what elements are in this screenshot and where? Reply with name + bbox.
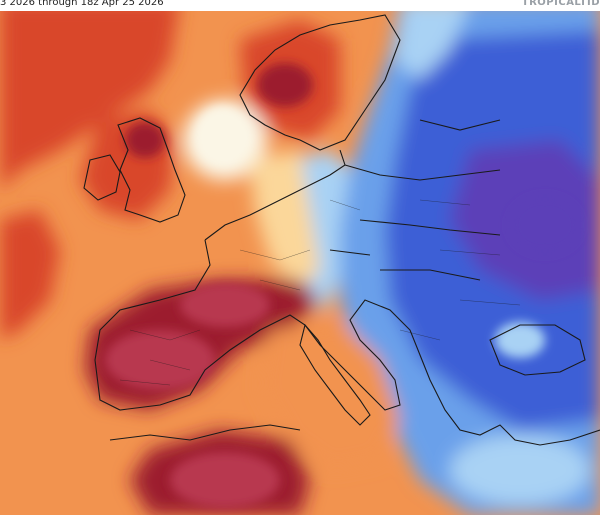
eastern-borders	[329, 119, 501, 281]
south-east-pale-area	[450, 435, 590, 505]
subregion-borders	[119, 199, 521, 386]
continental-coast-outline	[94, 149, 600, 446]
transition-neutral-band	[250, 150, 320, 290]
brand-watermark: TROPICALTID	[521, 0, 600, 8]
ireland-outline	[83, 154, 121, 201]
anomaly-map	[0, 11, 600, 515]
black-sea-outline	[489, 324, 586, 376]
valid-period-title: 3 2026 through 18z Apr 25 2026	[0, 0, 164, 8]
subregion-lines-central	[239, 199, 361, 291]
arctic-cool-ribbon	[395, 11, 466, 80]
subregion-lines-east	[399, 199, 521, 341]
italy-outline	[299, 323, 371, 426]
atlantic-warm-area-south	[0, 210, 60, 340]
north-africa-coast-outline	[109, 424, 301, 441]
subregion-lines-west	[119, 329, 201, 386]
mediterranean-warm-area	[260, 320, 400, 470]
ukraine-cool-spot	[495, 322, 545, 358]
coastlines-and-borders	[83, 14, 600, 446]
algeria-hot-core	[170, 452, 280, 508]
uk-neutral-spot	[197, 107, 247, 163]
france-hot-core	[180, 283, 270, 327]
atlantic-warm-area	[0, 11, 179, 190]
scandinavia-outline	[239, 14, 401, 151]
poland-coldest-spot	[510, 197, 580, 253]
british-isles-outline	[117, 117, 186, 223]
norway-hot-core	[257, 63, 313, 107]
iberia-hot-core	[105, 330, 215, 390]
header-bar: 3 2026 through 18z Apr 25 2026 TROPICALT…	[0, 0, 600, 11]
scotland-hot-core	[125, 122, 165, 158]
